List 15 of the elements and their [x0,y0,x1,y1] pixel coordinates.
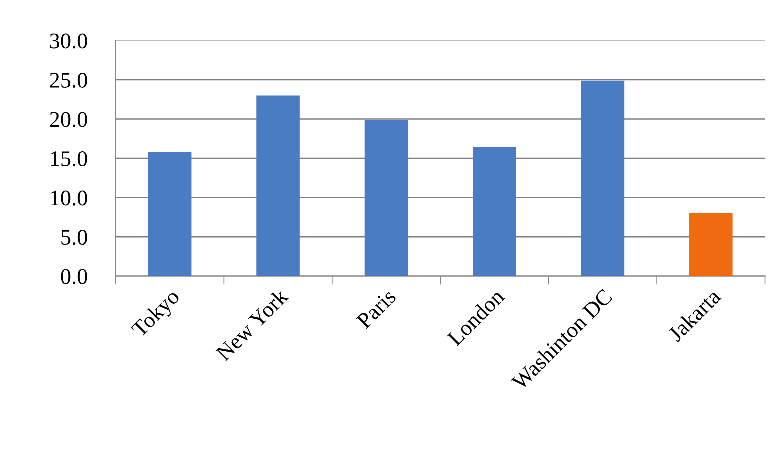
y-tick-label: 15.0 [51,151,88,167]
y-tick-label: 5.0 [62,230,88,246]
y-tick-label: 0.0 [61,269,88,284]
bar [581,80,625,276]
bar [690,214,733,276]
bar [148,152,192,276]
x-tick-label: New York [215,287,290,362]
bar [473,148,516,276]
x-tick-label: Paris [356,288,397,330]
y-tick-label: 30.0 [50,34,88,49]
bar [256,96,300,276]
y-tick-label: 20.0 [50,112,88,128]
y-tick-label: 25.0 [50,72,88,88]
y-tick-label: 10.0 [51,190,88,206]
bar [364,120,408,276]
